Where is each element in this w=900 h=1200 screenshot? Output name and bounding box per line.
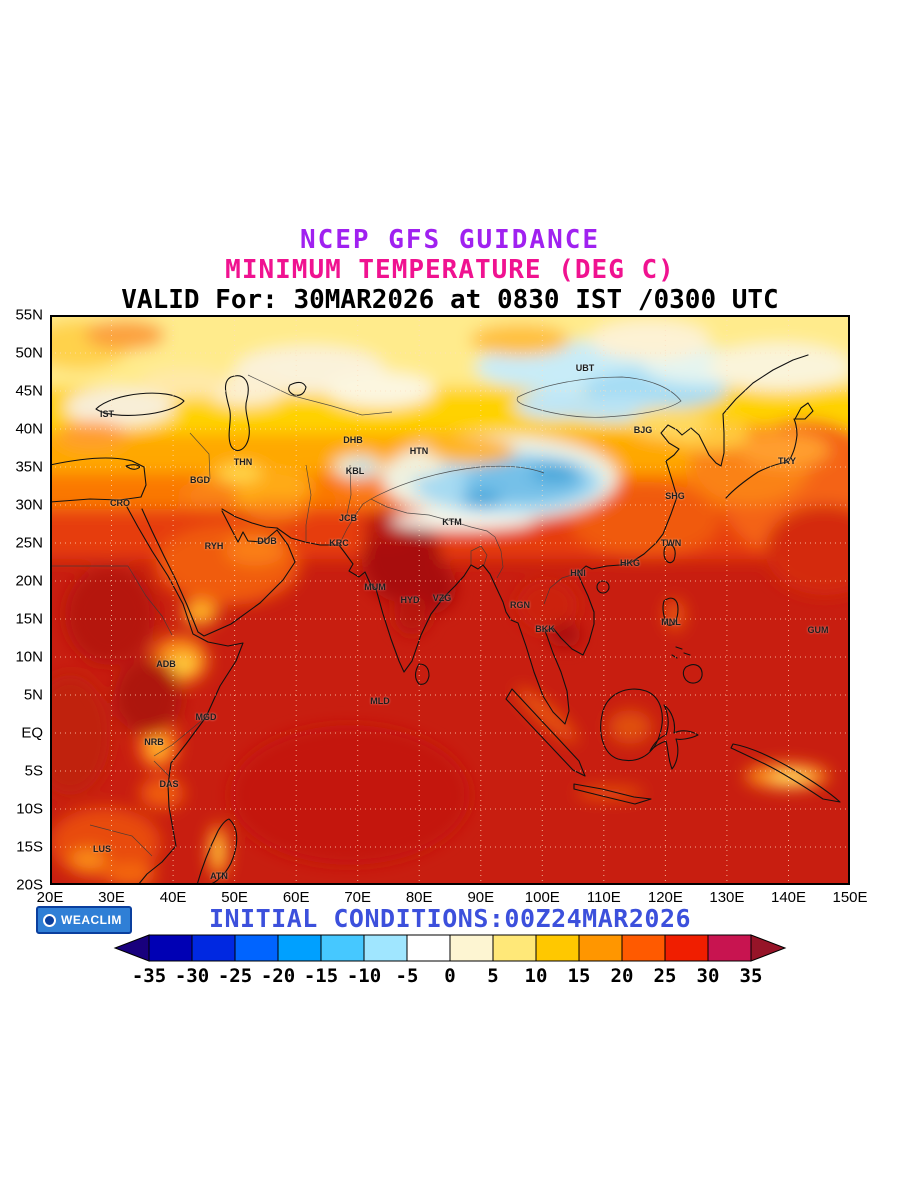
colorbar-tick: 35 <box>739 965 763 987</box>
temperature-field <box>50 315 850 885</box>
temperature-colorbar: -35 -30 -25 -20 -15 -10 -5 0 5 10 15 20 25 30 35 <box>113 934 787 992</box>
lon-axis: 20E 30E 40E 50E 60E 70E 80E 90E 100E 110E 120E 130E… <box>37 889 868 909</box>
lat-label: 40N <box>15 420 43 438</box>
grid-lines <box>50 315 850 885</box>
lat-label: 20N <box>15 572 43 590</box>
weaclim-icon <box>43 913 56 927</box>
lon-label: 100E <box>524 889 560 906</box>
lat-label: 5S <box>24 762 43 780</box>
valid-time: VALID For: 30MAR2026 at 0830 IST /0300 U… <box>121 284 779 315</box>
lat-label: 55N <box>15 306 43 324</box>
weaclim-label: WEACLIM <box>61 913 122 927</box>
colorbar-tick: -30 <box>174 965 210 987</box>
lat-label: 5N <box>23 686 43 704</box>
lon-label: 70E <box>344 889 372 906</box>
lon-label: 130E <box>709 889 745 906</box>
lon-label: 20E <box>36 889 64 906</box>
lon-label: 60E <box>282 889 310 906</box>
lat-label: 15N <box>15 610 43 628</box>
colorbar-tick: -20 <box>260 965 296 987</box>
lat-label: 10N <box>15 648 43 666</box>
colorbar-tick: 5 <box>487 965 499 987</box>
lat-label: 35N <box>15 458 43 476</box>
lon-label: 80E <box>405 889 433 906</box>
lon-label: 140E <box>770 889 807 906</box>
colorbar-tick: 30 <box>696 965 720 987</box>
lat-label: 30N <box>15 496 43 514</box>
colorbar-tick: 15 <box>567 965 591 987</box>
colorbar-tick: 0 <box>444 965 456 987</box>
lon-label: 120E <box>647 889 683 906</box>
colorbar-tick: -5 <box>395 965 419 987</box>
lon-label: 30E <box>98 889 125 906</box>
colorbar-tick: 20 <box>610 965 634 987</box>
title-block: NCEP GFS GUIDANCE MINIMUM TEMPERATURE (D… <box>50 225 850 316</box>
map-graphic <box>50 315 850 885</box>
lat-label: 25N <box>15 534 43 552</box>
colorbar-tick: -10 <box>346 965 382 987</box>
colorbar-ticks: -35 -30 -25 -20 -15 -10 -5 0 5 10 15 20 25 30 35 <box>113 934 787 992</box>
country-borders <box>50 374 682 857</box>
lon-label: 150E <box>832 889 868 906</box>
lat-label: 45N <box>15 382 43 400</box>
colorbar-tick: -35 <box>131 965 167 987</box>
lat-label: 50N <box>15 344 43 362</box>
lon-label: 90E <box>467 889 495 906</box>
product-title: NCEP GFS GUIDANCE <box>299 225 601 255</box>
initial-conditions: INITIAL CONDITIONS:00Z24MAR2026 <box>208 904 692 933</box>
colorbar-tick: -15 <box>303 965 339 987</box>
colorbar-tick: 25 <box>653 965 677 987</box>
weaclim-logo: WEACLIM <box>36 906 132 934</box>
lat-label: 15S <box>16 838 43 856</box>
colorbar-tick: -25 <box>217 965 253 987</box>
lat-label: 10S <box>16 800 43 818</box>
lat-axis: 55N 50N 45N 40N 35N 30N 25N 20N 15N 10N 5N EQ 5S 10S 1… <box>0 307 46 894</box>
lat-label: EQ <box>21 724 43 742</box>
lon-label: 40E <box>159 889 187 906</box>
lat-label: 20S <box>16 876 43 894</box>
field-title: MINIMUM TEMPERATURE (DEG C) <box>225 254 675 285</box>
map-frame <box>50 315 850 885</box>
colorbar-graphic <box>113 934 787 962</box>
lon-label: 50E <box>221 889 248 906</box>
lon-label: 110E <box>586 889 621 906</box>
temperature-map: IST UBT BJG TKY DHB HTN KBL THN BGD CRO SHG TWN JCB K… <box>50 315 850 885</box>
colorbar-tick: 10 <box>524 965 548 987</box>
